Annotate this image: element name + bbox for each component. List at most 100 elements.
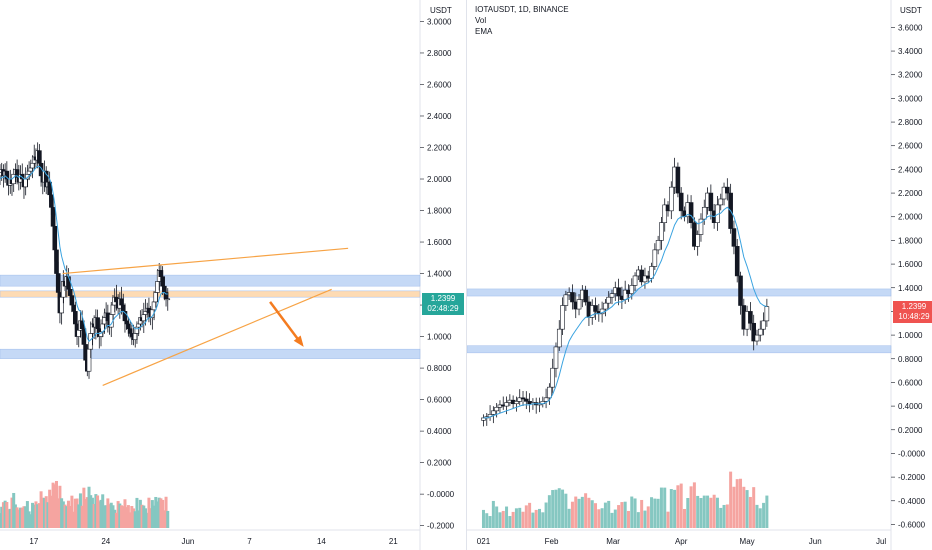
chart-pane-left[interactable]: USDT 3.0000 2.8000 2.6000 2.4000 2.2000 2.0000… xyxy=(0,0,466,550)
volume-bar xyxy=(636,512,640,528)
x-tick-label: 021 xyxy=(477,537,491,546)
volume-bar xyxy=(696,495,700,528)
y-tick-label: 0.2000 xyxy=(427,459,452,468)
volume-bar xyxy=(617,505,621,528)
volume-bar xyxy=(485,513,489,528)
volume-bar xyxy=(53,484,57,528)
volume-bar xyxy=(633,498,637,528)
volume-bar xyxy=(116,501,120,528)
volume-bar xyxy=(603,502,607,528)
volume-bar xyxy=(7,509,11,528)
y-tick-label: 1.6000 xyxy=(427,238,452,247)
volume-bar xyxy=(90,497,94,528)
y-tick-label: 3.4000 xyxy=(898,47,923,56)
candle-body xyxy=(603,302,608,310)
volume-bar xyxy=(673,489,677,528)
volume-bar xyxy=(27,511,31,528)
volume-bar xyxy=(19,507,23,528)
chart-left[interactable]: USDT 3.0000 2.8000 2.6000 2.4000 2.2000 2.0000… xyxy=(0,0,466,550)
y-tick-label: 1.4000 xyxy=(427,270,452,279)
volume-bar xyxy=(123,499,127,528)
volume-bar xyxy=(570,501,574,528)
y-tick-label: 2.6000 xyxy=(898,142,923,151)
last-price-tag: 1.2399 02:48:29 xyxy=(422,292,464,315)
candle-body xyxy=(609,293,615,298)
volume-bar xyxy=(34,501,38,528)
volume-bar xyxy=(663,487,667,528)
volume-bar xyxy=(96,495,100,528)
volume-bar xyxy=(120,505,124,528)
currency-label: USDT xyxy=(900,6,922,15)
volume-bar xyxy=(528,502,532,528)
bar-countdown: 10:48:29 xyxy=(898,311,930,321)
candle-body xyxy=(698,218,704,235)
chart-pane-right[interactable]: USDT 3.6000 3.4000 3.2000 3.0000 2.8000 2.6000… xyxy=(466,0,932,550)
candle-body xyxy=(524,398,529,402)
candle-body xyxy=(517,397,523,402)
indicator-ema-label[interactable]: EMA xyxy=(475,27,493,36)
volume-bar xyxy=(92,503,96,528)
volume-bar xyxy=(659,487,663,528)
candle-body xyxy=(764,306,770,322)
volume-bar xyxy=(689,486,693,528)
volume-bar xyxy=(41,497,45,528)
volume-bar xyxy=(686,497,690,528)
support-resistance-zone xyxy=(0,290,421,298)
x-tick-label: Feb xyxy=(545,537,559,546)
candle-body xyxy=(550,367,555,388)
volume-bar xyxy=(63,504,67,528)
volume-bar xyxy=(15,507,19,528)
chart-right[interactable]: USDT 3.6000 3.4000 3.2000 3.0000 2.8000 2.6000… xyxy=(467,0,932,550)
volume-bar xyxy=(712,494,716,528)
volume-bar xyxy=(32,504,36,528)
volume-bar xyxy=(574,496,578,528)
volume-bar xyxy=(12,492,16,528)
indicator-vol-label[interactable]: Vol xyxy=(475,16,487,25)
volume-bar xyxy=(60,498,64,528)
candle-body xyxy=(576,299,582,310)
volume-bar xyxy=(765,495,769,528)
x-tick-label: Mar xyxy=(606,537,620,546)
volume-bar xyxy=(39,491,43,528)
candle-body xyxy=(481,417,486,421)
y-tick-label: -0.2000 xyxy=(427,522,455,531)
volume-bar xyxy=(607,500,611,528)
volume-bar xyxy=(161,499,165,528)
candle-body xyxy=(583,289,588,303)
volume-bar xyxy=(65,506,69,528)
volume-bar xyxy=(126,505,130,528)
y-tick-label: -0.0000 xyxy=(427,490,455,499)
volume-bar xyxy=(1,502,5,528)
support-resistance-zone xyxy=(0,274,421,287)
volume-bar xyxy=(590,500,594,528)
volume-bar xyxy=(666,511,670,528)
volume-bar xyxy=(154,496,158,528)
volume-bar xyxy=(3,500,7,528)
volume-bar xyxy=(159,498,163,528)
volume-bar xyxy=(133,511,137,528)
volume-bar xyxy=(488,516,492,528)
candle-body xyxy=(695,234,700,247)
y-tick-label: 3.6000 xyxy=(898,23,923,32)
volume-bar xyxy=(640,499,644,528)
volume-bar xyxy=(620,502,624,528)
candle-body xyxy=(662,204,668,223)
support-resistance-zone xyxy=(0,348,421,359)
volume-bar xyxy=(72,511,76,528)
candle-body xyxy=(761,320,766,330)
volume-bar xyxy=(121,506,125,528)
ema-line xyxy=(0,165,168,343)
volume-bar xyxy=(682,508,686,528)
volume-bar xyxy=(138,499,142,528)
x-tick-label: 17 xyxy=(29,537,38,546)
y-tick-label: 2.6000 xyxy=(427,80,452,89)
candle-body xyxy=(754,334,760,342)
y-tick-label: 0.8000 xyxy=(427,364,452,373)
last-price-tag: 1.2399 10:48:29 xyxy=(893,300,932,323)
candle-body xyxy=(560,305,565,330)
volume-bar xyxy=(85,497,89,528)
volume-bar xyxy=(5,502,9,528)
volume-bar xyxy=(8,508,12,528)
volume-bar xyxy=(108,504,112,528)
symbol-title[interactable]: IOTAUSDT, 1D, BINANCE xyxy=(475,5,569,14)
